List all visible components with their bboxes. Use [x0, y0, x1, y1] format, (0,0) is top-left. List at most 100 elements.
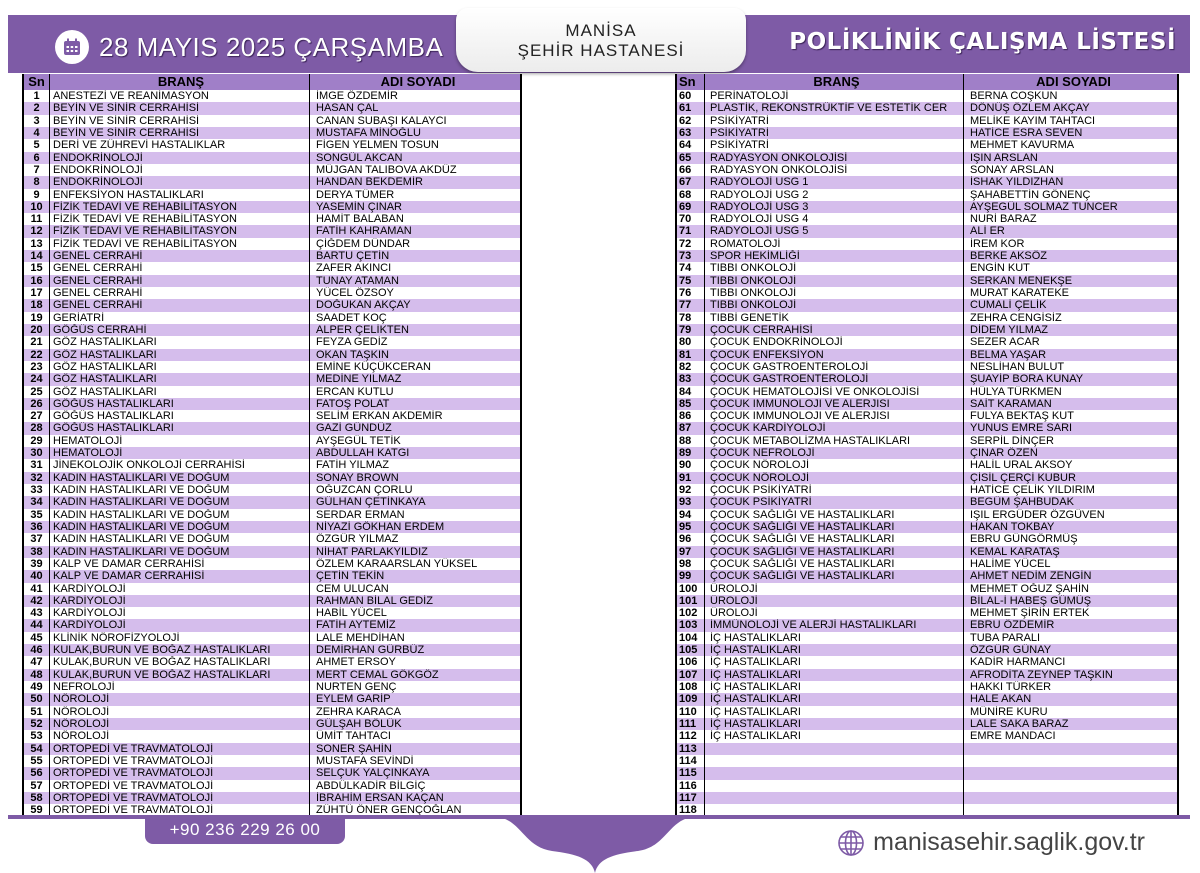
row-number: 82 [677, 360, 705, 374]
row-number: 117 [677, 791, 705, 805]
row-doctor-name: BİLAL-İ HABEŞ GÜMÜŞ [970, 594, 1092, 607]
table-row: 77 TIBBI ONKOLOJİ CUMALİ ÇELİK [677, 299, 1177, 312]
table-row: 35 KADIN HASTALIKLARI VE DOĞUM SERDAR ERMA… [24, 508, 520, 521]
row-number: 67 [677, 176, 705, 189]
row-doctor-name [964, 792, 1177, 804]
row-number: 48 [24, 668, 50, 681]
row-number: 17 [24, 287, 50, 300]
row-brans: ÇOCUK SAĞLIĞI VE HASTALIKLARI [705, 570, 964, 583]
table-header: Sn BRANŞ ADI SOYADI [24, 74, 520, 90]
table-row: 41 KARDİYOLOJİ CEM ULUCAN [24, 582, 520, 595]
row-number: 107 [677, 668, 705, 681]
table-row: 4 BEYİN VE SİNİR CERRAHİSİ MUSTAFA MİNOĞLU [24, 126, 520, 140]
table-row: 60 PERİNATOLOJİ BERNA COŞKUN [677, 90, 1177, 103]
row-brans: KULAK,BURUN VE BOĞAZ HASTALIKLARI [50, 656, 310, 669]
row-number: 97 [677, 545, 705, 558]
row-brans: NEFROLOJİ [50, 681, 310, 694]
row-brans: KADIN HASTALIKLARI VE DOĞUM [50, 471, 310, 484]
row-doctor-name: GAZİ GÜNDÜZ [316, 422, 392, 435]
row-brans: ÇOCUK GASTROENTEROLOJİ [705, 373, 964, 386]
row-doctor-name: NURTEN GENÇ [316, 681, 397, 693]
row-brans: ÇOCUK SAĞLIĞI VE HASTALIKLARI [705, 508, 964, 521]
row-brans: PSİKİYATRİ [705, 139, 964, 152]
row-number: 96 [677, 533, 705, 546]
row-number: 66 [677, 163, 705, 177]
column-header-sn: Sn [677, 74, 705, 90]
row-doctor-name: SELÇUK YALÇINKAYA [316, 767, 430, 780]
row-doctor-name: DÖNÜŞ ÖZLEM AKÇAY [970, 102, 1090, 115]
table-row: 18 GENEL CERRAHİ DOĞUKAN AKÇAY [24, 299, 520, 312]
row-doctor-name: ABDULLAH KATGI [316, 447, 410, 460]
row-brans: JİNEKOLOJİK ONKOLOJİ CERRAHİSİ [50, 459, 310, 472]
table-row: 68 RADYOLOJİ USG 2 ŞAHABETTİN GÖNENÇ [677, 188, 1177, 201]
row-doctor-name: SAADET KOÇ [316, 311, 387, 324]
table-row: 15 GENEL CERRAHİ ZAFER AKINCI [24, 262, 520, 275]
row-number: 6 [24, 151, 50, 164]
row-brans: FİZİK TEDAVİ VE REHABİLİTASYON [50, 237, 310, 251]
row-number: 69 [677, 200, 705, 214]
row-number: 49 [24, 681, 50, 694]
row-number: 89 [677, 447, 705, 460]
row-number: 3 [24, 114, 50, 127]
row-brans: ÇOCUK NEFROLOJİ [705, 447, 964, 460]
row-doctor-name: ÇINAR ÖZEN [970, 447, 1038, 460]
table-row: 22 GÖZ HASTALIKLARI OKAN TAŞKIN [24, 348, 520, 361]
row-brans: ÜROLOJİ [705, 594, 964, 608]
table-row: 6 ENDOKRİNOLOJİ SONGÜL AKCAN [24, 151, 520, 164]
row-doctor-name: MUSTAFA MİNOĞLU [316, 126, 421, 139]
row-doctor-name: SELİM ERKAN AKDEMİR [316, 410, 443, 423]
row-number: 1 [24, 90, 50, 103]
table-row: 44 KARDİYOLOJİ FATİH AYTEMİZ [24, 619, 520, 632]
table-row: 2 BEYİN VE SİNİR CERRAHİSİ HASAN ÇAL [24, 102, 520, 115]
row-brans: İMMÜNOLOJİ VE ALERJİ HASTALIKLARI [705, 619, 964, 632]
row-doctor-name [964, 780, 1177, 792]
row-brans: PSİKİYATRİ [705, 114, 964, 127]
row-brans: RADYASYON ONKOLOJİSİ [705, 163, 964, 177]
table-row: 110 İÇ HASTALIKLARI MÜNİRE KURU [677, 705, 1177, 718]
row-brans: İÇ HASTALIKLARI [705, 644, 964, 657]
row-brans: ORTOPEDİ VE TRAVMATOLOJİ [50, 779, 310, 792]
row-doctor-name: ÇİĞDEM DÜNDAR [316, 237, 411, 250]
table-row: 16 GENEL CERRAHİ TUNAY ATAMAN [24, 274, 520, 287]
row-brans: PERİNATOLOJİ [705, 90, 964, 103]
table-row: 50 NÖROLOJİ EYLEM GARİP [24, 693, 520, 706]
row-brans: KADIN HASTALIKLARI VE DOĞUM [50, 484, 310, 497]
row-brans: NÖROLOJİ [50, 717, 310, 731]
row-doctor-name: SONER ŞAHİN [316, 742, 392, 755]
table-row: 99 ÇOCUK SAĞLIĞI VE HASTALIKLARI AHMET NED… [677, 570, 1177, 583]
row-number: 51 [24, 705, 50, 718]
row-doctor-name: SONGÜL AKCAN [316, 151, 403, 164]
row-brans: ÇOCUK NÖROLOJİ [705, 459, 964, 472]
table-row: 52 NÖROLOJİ GÜLŞAH BÖLÜK [24, 717, 520, 731]
row-number: 8 [24, 176, 50, 189]
website-url[interactable]: manisasehir.saglik.gov.tr [873, 828, 1145, 856]
table-row: 38 KADIN HASTALIKLARI VE DOĞUM NİHAT PARLA… [24, 545, 520, 558]
row-doctor-name: IŞIL ERGÜDER ÖZGÜVEN [970, 508, 1105, 521]
row-doctor-name: MEHMET KAVURMA [970, 139, 1075, 152]
row-number: 33 [24, 484, 50, 497]
table-row: 3 BEYİN VE SİNİR CERRAHİSİ CANAN SUBAŞI KA… [24, 114, 520, 127]
table-row: 115 [677, 767, 1177, 780]
table-row: 48 KULAK,BURUN VE BOĞAZ HASTALIKLARI MERT … [24, 668, 520, 681]
row-number: 32 [24, 471, 50, 484]
row-brans: GÖĞÜS HASTALIKLARI [50, 397, 310, 411]
row-brans: TIBBI ONKOLOJİ [705, 262, 964, 275]
table-row: 63 PSİKİYATRİ HATİCE ESRA SEVEN [677, 126, 1177, 140]
row-brans: RADYOLOJİ USG 5 [705, 225, 964, 238]
row-number: 15 [24, 262, 50, 275]
table-row: 24 GÖZ HASTALIKLARI MEDİNE YILMAZ [24, 373, 520, 386]
phone-number: +90 236 229 26 00 [145, 818, 345, 844]
row-doctor-name: FEYZA GEDİZ [316, 336, 388, 349]
row-brans: GÖĞÜS HASTALIKLARI [50, 410, 310, 423]
row-doctor-name: KEMAL KARATAŞ [970, 545, 1060, 558]
table-row: 9 ENFEKSİYON HASTALIKLARI DERYA TÜMER [24, 188, 520, 201]
website[interactable]: manisasehir.saglik.gov.tr [837, 828, 1145, 857]
table-row: 108 İÇ HASTALIKLARI HAKKI TÜRKER [677, 681, 1177, 694]
row-brans: GENEL CERRAHİ [50, 250, 310, 263]
row-doctor-name: EYLEM GARİP [316, 693, 391, 706]
row-brans: BEYİN VE SİNİR CERRAHİSİ [50, 126, 310, 140]
table-row: 94 ÇOCUK SAĞLIĞI VE HASTALIKLARI IŞIL ERGÜ… [677, 508, 1177, 521]
row-number: 65 [677, 151, 705, 164]
table-row: 59 ORTOPEDİ VE TRAVMATOLOJİ ZÜHTÜ ÖNER GEN… [24, 804, 520, 817]
row-doctor-name: ZEHRA CENGİSİZ [970, 311, 1062, 324]
